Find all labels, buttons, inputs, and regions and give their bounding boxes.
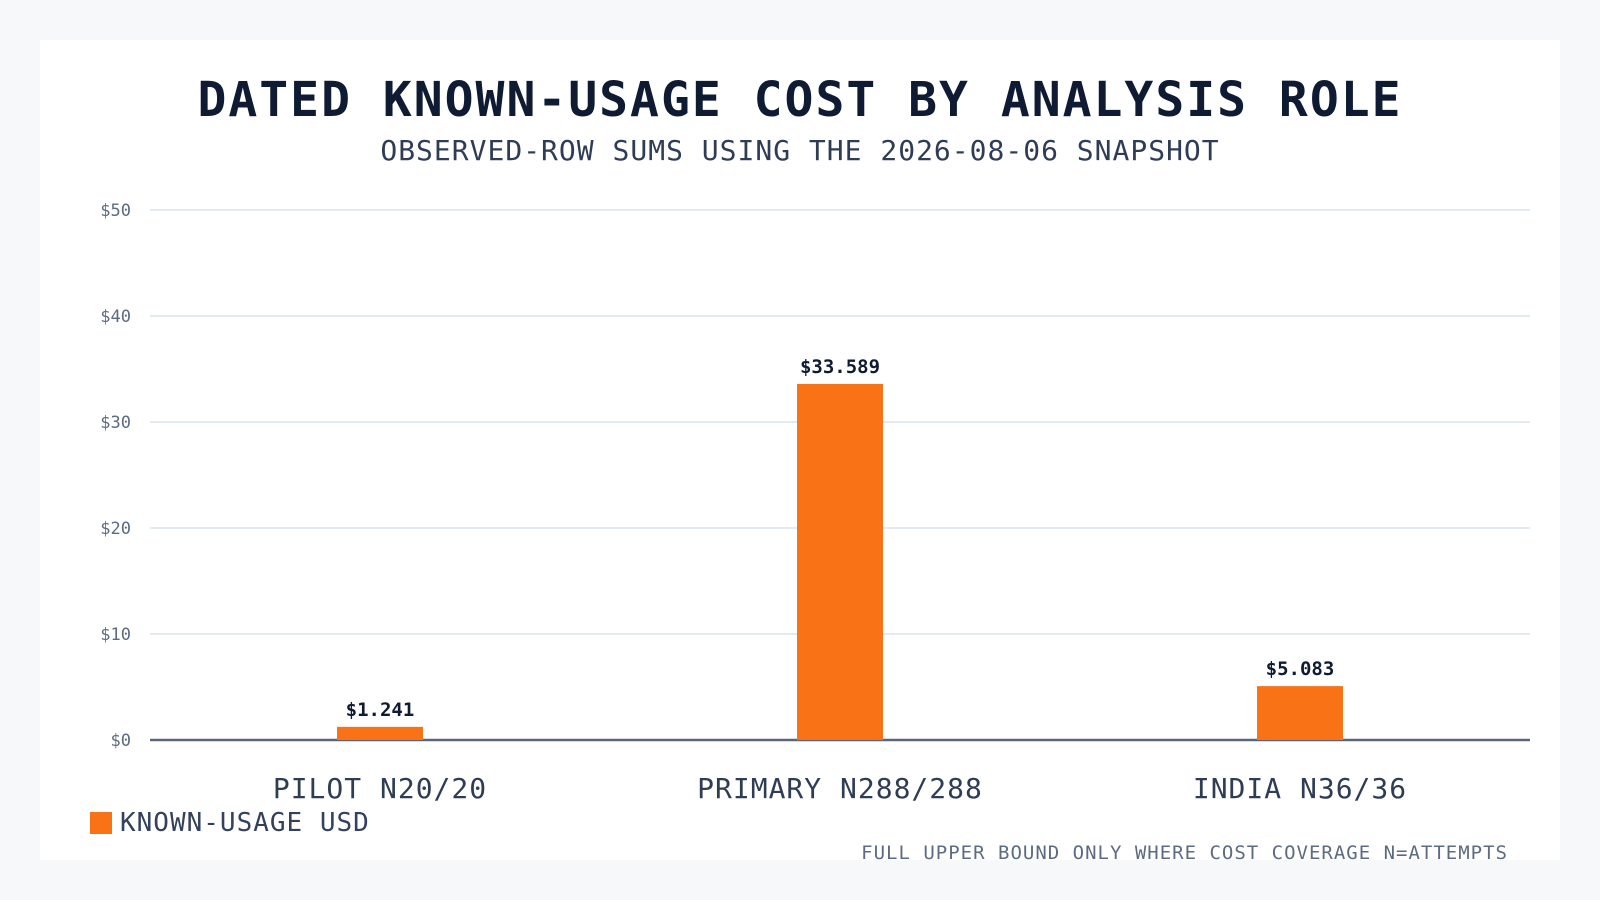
x-tick-label: PRIMARY N288/288 <box>697 772 983 805</box>
bar <box>337 726 423 740</box>
y-tick-label: $40 <box>100 307 131 327</box>
bar <box>1257 686 1343 740</box>
legend: KNOWN-USAGE USD <box>90 808 370 838</box>
bar-value-label: $1.241 <box>346 699 415 721</box>
legend-label: KNOWN-USAGE USD <box>120 808 370 838</box>
legend-swatch <box>90 812 112 834</box>
footnote: FULL UPPER BOUND ONLY WHERE COST COVERAG… <box>861 842 1508 864</box>
bar <box>797 383 883 740</box>
y-tick-label: $0 <box>111 731 131 751</box>
x-tick-label: PILOT N20/20 <box>273 772 487 805</box>
bar-value-label: $5.083 <box>1266 658 1335 680</box>
y-tick-label: $30 <box>100 413 131 433</box>
chart-title: DATED KNOWN-USAGE COST BY ANALYSIS ROLE <box>197 72 1403 128</box>
chart-subtitle: OBSERVED-ROW SUMS USING THE 2026-08-06 S… <box>380 134 1220 167</box>
y-tick-label: $10 <box>100 625 131 645</box>
y-tick-label: $50 <box>100 201 131 221</box>
x-tick-label: INDIA N36/36 <box>1193 772 1407 805</box>
y-tick-label: $20 <box>100 519 131 539</box>
bar-value-label: $33.589 <box>800 356 880 378</box>
